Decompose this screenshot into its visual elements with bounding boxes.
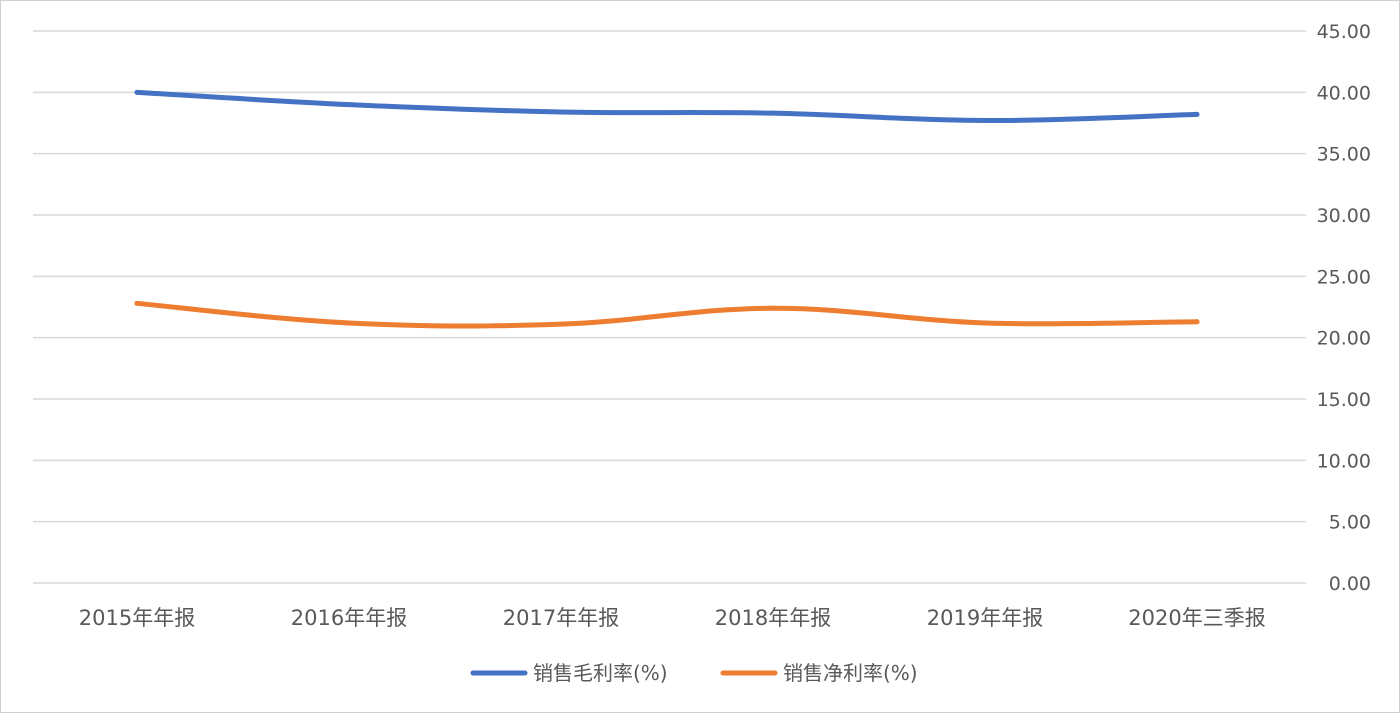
y-tick-label: 0.00 (1329, 573, 1371, 595)
x-category-label: 2017年年报 (503, 606, 619, 630)
legend: 销售毛利率(%) 销售净利率(%) (470, 661, 918, 685)
series-line-2 (134, 300, 1200, 329)
data-point (982, 320, 988, 326)
x-category-label: 2020年三季报 (1128, 606, 1265, 630)
y-tick-label: 45.00 (1317, 21, 1371, 43)
data-point (770, 110, 776, 116)
y-tick-label: 15.00 (1317, 389, 1371, 411)
data-point (558, 109, 564, 115)
data-point (346, 320, 352, 326)
y-tick-label: 25.00 (1317, 266, 1371, 288)
y-tick-label: 5.00 (1329, 512, 1371, 534)
gridlines (33, 30, 1306, 584)
y-tick-label: 30.00 (1317, 205, 1371, 227)
series-lines (134, 89, 1200, 329)
data-point (1194, 111, 1200, 117)
y-tick-label: 20.00 (1317, 328, 1371, 350)
x-category-label: 2018年年报 (715, 606, 831, 630)
data-point (134, 300, 140, 306)
x-axis-labels: 2015年年报 2016年年报 2017年年报 2018年年报 2019年年报 2020年… (79, 606, 1266, 630)
x-category-label: 2016年年报 (291, 606, 407, 630)
data-point (1194, 319, 1200, 325)
legend-label: 销售净利率(%) (783, 661, 918, 685)
y-tick-label: 10.00 (1317, 450, 1371, 472)
y-axis-ticks: 0.00 5.00 10.00 15.00 20.00 25.00 30.00 35.00 40… (1317, 21, 1371, 595)
x-category-label: 2019年年报 (927, 606, 1043, 630)
x-category-label: 2015年年报 (79, 606, 195, 630)
data-point (982, 118, 988, 124)
legend-label: 销售毛利率(%) (533, 661, 668, 685)
y-tick-label: 35.00 (1317, 144, 1371, 166)
data-point (346, 102, 352, 108)
y-tick-label: 40.00 (1317, 82, 1371, 104)
data-point (770, 305, 776, 311)
data-point (134, 89, 140, 95)
series-line-1 (134, 89, 1200, 124)
data-point (558, 321, 564, 327)
